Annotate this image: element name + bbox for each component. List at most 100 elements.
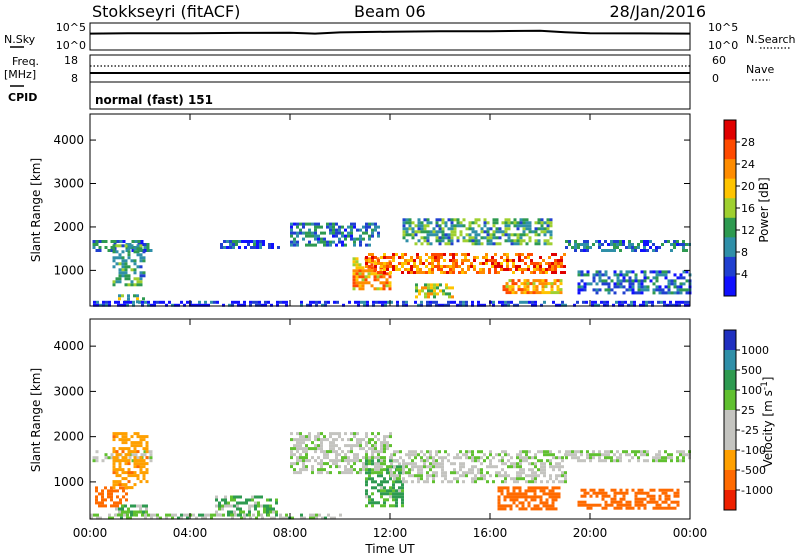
data-cell bbox=[546, 227, 550, 231]
data-cell bbox=[676, 503, 680, 507]
data-cell bbox=[664, 240, 667, 243]
data-cell bbox=[673, 273, 677, 277]
data-cell bbox=[489, 233, 493, 237]
data-cell bbox=[95, 240, 99, 243]
data-cell bbox=[557, 265, 560, 268]
data-cell bbox=[110, 498, 113, 502]
data-cell bbox=[525, 450, 528, 454]
data-cell bbox=[129, 516, 132, 520]
data-cell bbox=[589, 506, 593, 510]
data-cell bbox=[534, 453, 537, 457]
data-cell bbox=[622, 494, 626, 498]
data-cell bbox=[414, 450, 417, 454]
data-cell bbox=[447, 242, 451, 246]
data-cell bbox=[362, 462, 365, 466]
data-cell bbox=[224, 501, 227, 505]
data-cell bbox=[239, 507, 242, 511]
data-cell bbox=[407, 262, 410, 265]
data-cell bbox=[670, 506, 674, 510]
data-cell bbox=[358, 272, 362, 276]
data-cell bbox=[643, 450, 646, 454]
data-cell bbox=[607, 285, 611, 289]
data-cell bbox=[462, 300, 465, 304]
data-cell bbox=[577, 282, 581, 286]
data-cell bbox=[423, 218, 427, 222]
data-cell bbox=[523, 291, 527, 295]
data-cell bbox=[453, 300, 456, 304]
data-cell bbox=[506, 504, 510, 508]
data-cell bbox=[468, 471, 471, 475]
data-cell bbox=[118, 465, 122, 469]
data-cell bbox=[622, 291, 626, 295]
data-cell bbox=[353, 456, 356, 460]
data-cell bbox=[227, 510, 230, 514]
power-ylabel: Slant Range [km] bbox=[29, 158, 43, 262]
data-cell bbox=[601, 243, 604, 246]
data-cell bbox=[396, 450, 399, 454]
data-cell bbox=[118, 462, 122, 466]
data-cell bbox=[368, 441, 371, 445]
data-cell bbox=[495, 453, 498, 457]
data-cell bbox=[512, 259, 515, 262]
data-cell bbox=[625, 450, 628, 454]
data-cell bbox=[655, 503, 659, 507]
data-cell bbox=[549, 230, 553, 234]
data-cell bbox=[652, 288, 656, 292]
data-cell bbox=[524, 489, 528, 493]
data-cell bbox=[628, 285, 632, 289]
data-cell bbox=[344, 228, 347, 232]
data-cell bbox=[220, 243, 223, 246]
data-cell bbox=[143, 246, 147, 249]
data-cell bbox=[112, 247, 116, 251]
data-cell bbox=[545, 498, 549, 502]
data-cell bbox=[549, 242, 553, 246]
data-cell bbox=[461, 259, 464, 262]
data-cell bbox=[598, 450, 601, 454]
data-cell bbox=[610, 456, 613, 460]
data-cell bbox=[429, 468, 432, 472]
data-cell bbox=[434, 253, 437, 256]
data-cell bbox=[462, 462, 465, 466]
data-cell bbox=[539, 498, 543, 502]
colorbar-swatch bbox=[724, 410, 736, 431]
data-cell bbox=[305, 222, 308, 226]
data-cell bbox=[661, 270, 665, 274]
data-cell bbox=[595, 282, 599, 286]
data-cell bbox=[652, 488, 656, 492]
data-cell bbox=[383, 486, 386, 490]
data-cell bbox=[646, 249, 649, 252]
data-cell bbox=[144, 516, 147, 520]
data-cell bbox=[133, 268, 137, 272]
data-cell bbox=[261, 303, 264, 307]
data-cell bbox=[607, 276, 611, 280]
data-cell bbox=[305, 234, 308, 238]
data-cell bbox=[335, 453, 338, 457]
data-cell bbox=[133, 465, 137, 469]
data-cell bbox=[255, 303, 258, 307]
data-cell bbox=[546, 218, 550, 222]
data-cell bbox=[142, 465, 146, 469]
data-cell bbox=[450, 233, 454, 237]
data-cell bbox=[300, 303, 303, 307]
data-cell bbox=[356, 444, 359, 448]
data-cell bbox=[335, 444, 338, 448]
data-cell bbox=[630, 303, 633, 307]
data-cell bbox=[410, 259, 413, 262]
data-cell bbox=[592, 288, 596, 292]
data-cell bbox=[427, 283, 430, 287]
data-cell bbox=[561, 471, 564, 475]
data-cell bbox=[557, 492, 561, 496]
data-cell bbox=[586, 503, 590, 507]
data-cell bbox=[112, 468, 116, 472]
data-cell bbox=[96, 303, 99, 307]
data-cell bbox=[543, 450, 546, 454]
data-cell bbox=[518, 253, 521, 256]
data-cell bbox=[104, 453, 108, 457]
data-cell bbox=[365, 453, 368, 457]
colorbar-tick-label: -500 bbox=[741, 464, 766, 477]
data-cell bbox=[556, 285, 560, 289]
data-cell bbox=[359, 234, 362, 238]
data-cell bbox=[595, 453, 598, 457]
data-cell bbox=[317, 456, 320, 460]
data-cell bbox=[390, 456, 393, 460]
